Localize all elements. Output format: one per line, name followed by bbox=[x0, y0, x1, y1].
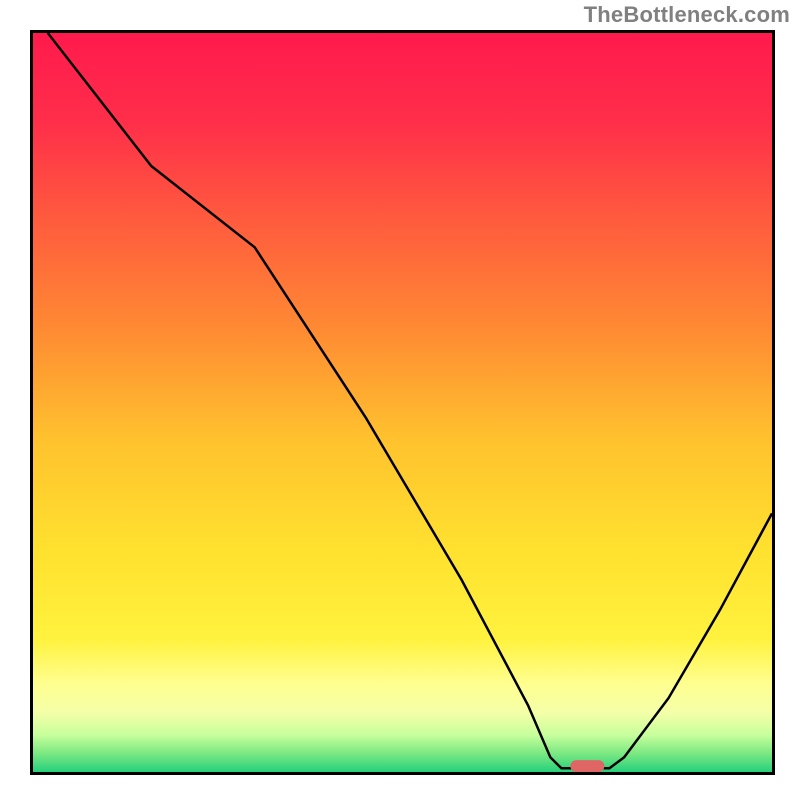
series-line bbox=[48, 33, 772, 768]
optimal-marker bbox=[571, 760, 604, 772]
line-chart-svg bbox=[33, 33, 772, 772]
plot-area bbox=[30, 30, 775, 775]
watermark-text: TheBottleneck.com bbox=[584, 2, 790, 28]
chart-container: TheBottleneck.com bbox=[0, 0, 800, 800]
